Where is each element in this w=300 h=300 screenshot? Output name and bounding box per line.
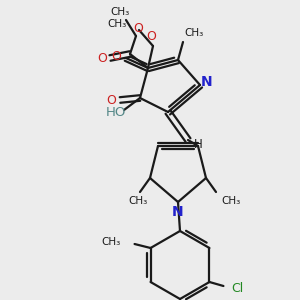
Text: H: H [194, 139, 202, 152]
Text: N: N [201, 75, 213, 89]
Text: CH₃: CH₃ [101, 237, 121, 247]
Text: O: O [133, 22, 143, 34]
Text: O: O [97, 52, 107, 64]
Text: N: N [172, 205, 184, 219]
Text: CH₃: CH₃ [110, 7, 130, 17]
Text: CH₃: CH₃ [221, 196, 240, 206]
Text: CH₃: CH₃ [184, 28, 203, 38]
Text: CH₃: CH₃ [128, 196, 148, 206]
Text: Cl: Cl [231, 281, 244, 295]
Text: O: O [146, 31, 156, 44]
Text: O: O [111, 50, 121, 62]
Text: O: O [106, 94, 116, 106]
Text: CH₃: CH₃ [108, 19, 127, 29]
Text: HO: HO [106, 106, 126, 118]
